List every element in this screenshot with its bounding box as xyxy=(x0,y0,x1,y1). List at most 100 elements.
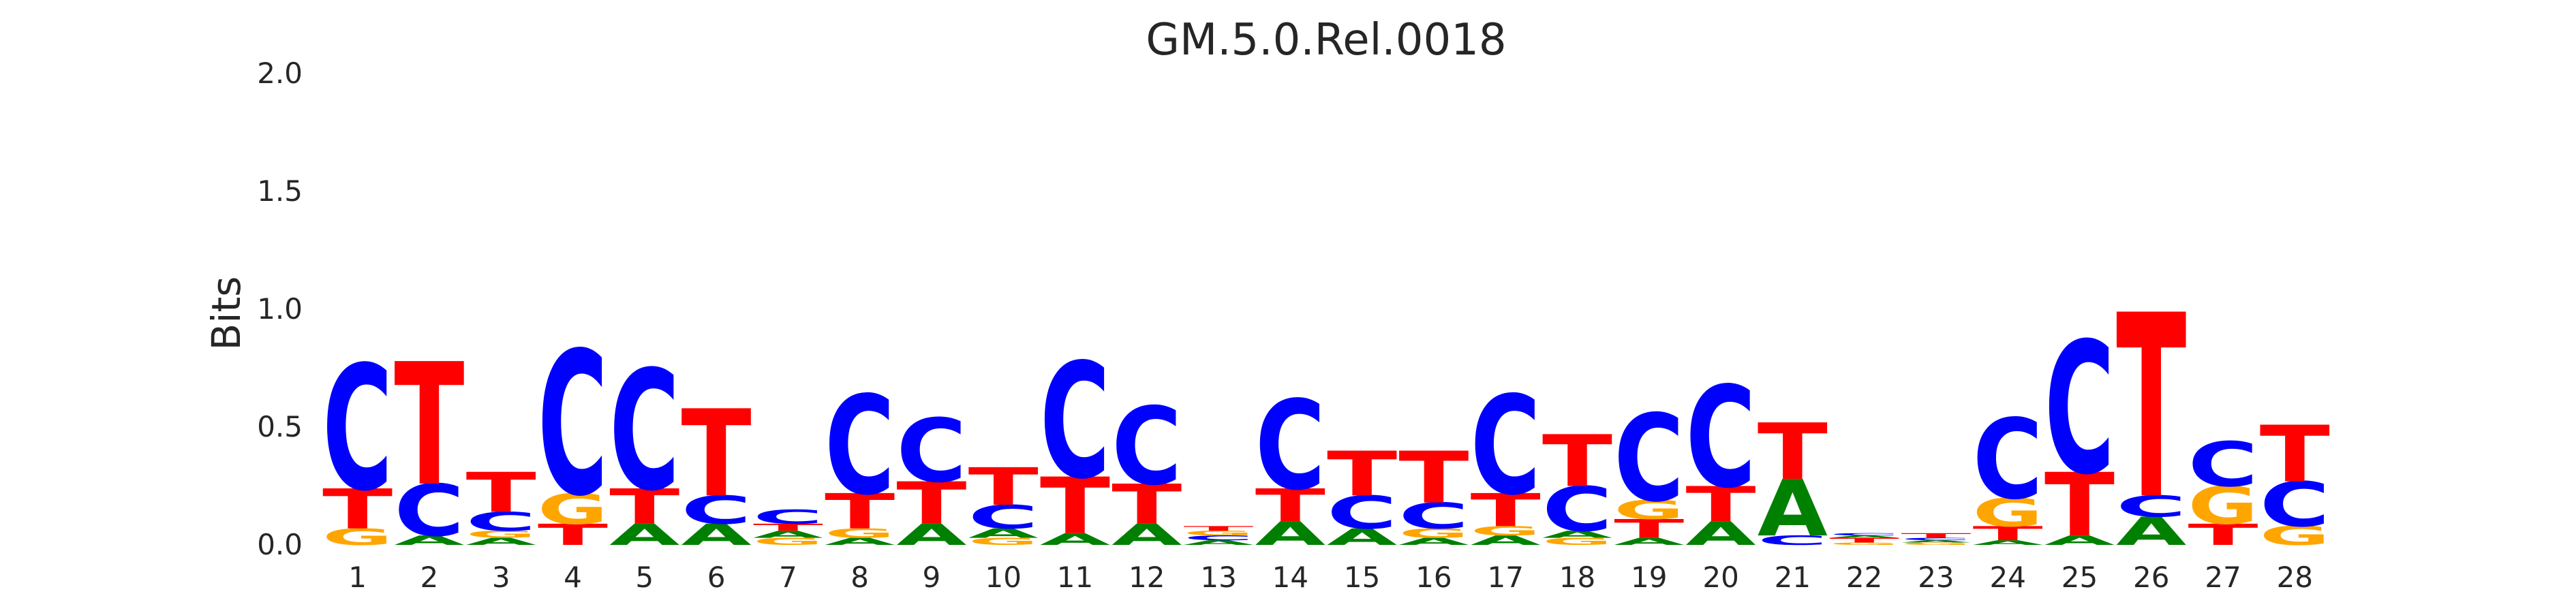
logo-letter-g: G xyxy=(968,536,1039,548)
logo-letter-t: T xyxy=(1542,420,1612,503)
x-tick-label: 6 xyxy=(707,561,726,594)
logo-letter-t: T xyxy=(753,522,823,533)
logo-letter-c: C xyxy=(896,400,966,502)
logo-letter-c: C xyxy=(825,367,895,525)
x-tick-label: 14 xyxy=(1272,561,1308,594)
logo-letter-a: A xyxy=(394,533,465,548)
logo-letter-a: A xyxy=(609,518,680,552)
logo-letter-c: C xyxy=(753,505,823,528)
x-tick-label: 26 xyxy=(2133,561,2169,594)
logo-letter-a: A xyxy=(1829,535,1899,539)
logo-letter-g: G xyxy=(1398,526,1469,541)
logo-letter-c: C xyxy=(1829,533,1899,536)
logo-letter-c: C xyxy=(1255,375,1325,518)
logo-letter-g: G xyxy=(1829,542,1899,546)
logo-letter-t: T xyxy=(2188,518,2258,552)
x-tick-label: 12 xyxy=(1129,561,1165,594)
logo-letter-t: T xyxy=(2044,455,2115,556)
logo-letter-t: T xyxy=(1040,461,1110,552)
x-tick-label: 17 xyxy=(1487,561,1523,594)
logo-letter-a: A xyxy=(466,536,536,548)
logo-letter-c: C xyxy=(538,310,608,539)
logo-letter-t: T xyxy=(1829,537,1899,544)
logo-letter-a: A xyxy=(1183,539,1253,546)
x-axis-ticks: 1 2 3 4 5 6 7 8 9 10 11 12 13 14 15 16 17 18 19 20 21 22 23 24 2… xyxy=(348,561,2313,594)
x-tick-label: 23 xyxy=(1918,561,1954,594)
logo-letter-c: C xyxy=(1471,367,1541,525)
logo-letter-a: A xyxy=(1111,518,1182,552)
logo-letter-g: G xyxy=(1471,524,1541,539)
logo-letter-g: G xyxy=(2260,521,2330,551)
y-axis-ticks: 0.0 0.5 1.0 1.5 2.0 xyxy=(257,57,303,561)
x-tick-label: 15 xyxy=(1344,561,1380,594)
logo-letter-a: A xyxy=(1255,515,1325,553)
logo-letter-g: G xyxy=(466,529,536,541)
logo-letter-c: C xyxy=(2188,429,2258,501)
x-tick-label: 9 xyxy=(923,561,941,594)
x-tick-label: 20 xyxy=(1702,561,1738,594)
logo-letter-a: A xyxy=(681,518,752,552)
logo-letter-c: C xyxy=(681,488,751,533)
logo-letter-t: T xyxy=(1901,532,1971,539)
logo-letter-g: G xyxy=(1614,495,1684,525)
logo-letter-t: T xyxy=(968,457,1039,517)
logo-letter-c: C xyxy=(2116,490,2186,524)
logo-letter-t: T xyxy=(322,477,393,542)
logo-letter-a: A xyxy=(896,518,967,552)
logo-letter-t: T xyxy=(2116,262,2187,555)
logo-letter-c: C xyxy=(1685,358,1755,520)
logo-letter-a: A xyxy=(2116,509,2186,554)
logo-letter-t: T xyxy=(1685,476,1755,533)
x-tick-label: 4 xyxy=(564,561,582,594)
logo-letter-c: C xyxy=(1183,534,1253,541)
x-tick-label: 5 xyxy=(635,561,654,594)
x-tick-label: 25 xyxy=(2061,561,2098,594)
x-tick-label: 21 xyxy=(1775,561,1811,594)
logo-letter-c: C xyxy=(2260,469,2330,540)
x-tick-label: 2 xyxy=(420,561,439,594)
x-tick-label: 18 xyxy=(1559,561,1595,594)
y-tick-label: 2.0 xyxy=(257,57,303,90)
logo-letter-a: A xyxy=(1398,536,1469,548)
logo-letter-t: T xyxy=(1614,514,1684,544)
logo-letter-a: A xyxy=(1685,515,1755,553)
chart-title: GM.5.0.Rel.0018 xyxy=(1146,15,1506,65)
logo-letter-c: C xyxy=(2044,305,2115,516)
x-tick-label: 24 xyxy=(1989,561,2025,594)
y-axis-label: Bits xyxy=(203,277,249,351)
logo-letter-a: A xyxy=(2044,533,2115,548)
logo-letter-c: C xyxy=(1327,486,1397,539)
x-tick-label: 11 xyxy=(1057,561,1093,594)
logo-letter-g: G xyxy=(1542,536,1612,548)
logo-letter-g: G xyxy=(322,524,393,550)
logo-letter-g: G xyxy=(825,526,895,541)
logo-letter-t: T xyxy=(538,518,608,552)
logo-letter-a: A xyxy=(1471,533,1542,548)
logo-letter-a: A xyxy=(968,526,1039,541)
logo-letter-c: C xyxy=(394,470,464,552)
logo-letter-g: G xyxy=(1973,490,2043,536)
logo-letter-t: T xyxy=(825,484,895,540)
logo-letter-a: A xyxy=(753,529,823,541)
logo-letter-c: C xyxy=(1973,396,2043,524)
x-tick-label: 22 xyxy=(1846,561,1882,594)
x-tick-label: 7 xyxy=(779,561,797,594)
logo-letter-c: C xyxy=(1901,537,1971,541)
logo-letter-t: T xyxy=(681,384,751,524)
logo-letter-t: T xyxy=(1398,437,1469,520)
logo-letter-g: G xyxy=(753,536,823,548)
y-tick-label: 1.0 xyxy=(257,292,303,326)
logo-letter-a: A xyxy=(1758,464,1828,554)
logo-letter-g: G xyxy=(1901,542,1971,546)
logo-letter-a: A xyxy=(1901,539,1971,544)
logo-letter-c: C xyxy=(1758,533,1828,548)
logo-letter-a: A xyxy=(1614,536,1684,548)
logo-letter-a: A xyxy=(1542,529,1612,541)
logo-letter-t: T xyxy=(896,470,966,537)
x-tick-label: 3 xyxy=(492,561,510,594)
x-tick-label: 1 xyxy=(348,561,367,594)
logo-letter-t: T xyxy=(2260,409,2330,500)
x-tick-label: 27 xyxy=(2205,561,2241,594)
logo-letter-a: A xyxy=(825,536,895,548)
